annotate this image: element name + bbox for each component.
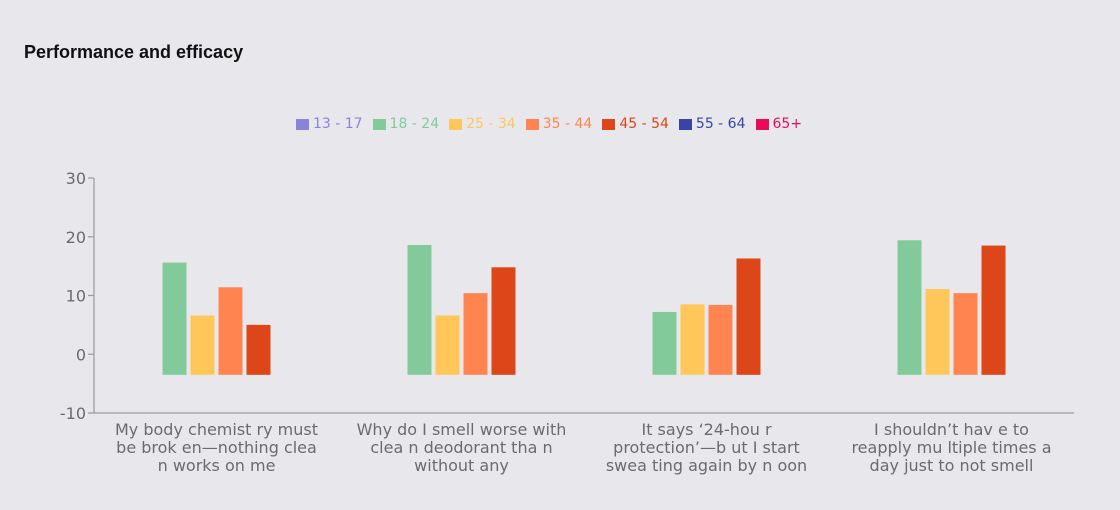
x-category-label: My body chemist ry must be brok en—nothin… (115, 420, 318, 475)
bar (246, 324, 271, 375)
y-tick-label: 10 (66, 287, 86, 306)
legend-label: 55 - 64 (695, 116, 746, 132)
bar (162, 262, 187, 375)
legend-item: 55 - 64 (678, 116, 746, 132)
legend-item: 45 - 54 (602, 116, 669, 132)
y-tick-label: 0 (76, 345, 86, 364)
bar (953, 293, 978, 375)
legend-label: 65+ (772, 116, 803, 132)
x-category-label: I shouldn’t hav e to reapply mu ltiple ti… (851, 420, 1051, 475)
x-category-label-line: swea ting again by n oon (606, 456, 807, 475)
legend-swatch (525, 118, 539, 130)
x-category-label-line: n works on me (158, 456, 276, 475)
y-tick-label: -10 (60, 404, 86, 423)
y-tick-label: 30 (66, 169, 86, 188)
bar (981, 245, 1006, 375)
legend-item: 25 - 34 (449, 116, 516, 132)
legend: 13 - 17 18 - 24 25 - 34 35 - 44 45 - 54 55 - … (0, 116, 1098, 132)
legend-item: 18 - 24 (372, 116, 440, 132)
x-category-label: Why do I smell worse with clea n deodoran… (357, 420, 567, 475)
bar (435, 315, 460, 375)
x-category-label-line: without any (414, 456, 509, 475)
bar (925, 289, 950, 375)
legend-swatch (372, 118, 386, 130)
legend-item: 65+ (755, 116, 803, 132)
bar (491, 267, 516, 375)
x-category-label-line: day just to not smell (870, 456, 1034, 475)
x-category-label-line: Why do I smell worse with (357, 420, 567, 439)
x-category-label-line: be brok en—nothing clea (116, 438, 317, 457)
legend-label: 25 - 34 (466, 116, 516, 132)
legend-swatch (295, 118, 309, 130)
legend-swatch (678, 118, 692, 130)
legend-label: 35 - 44 (542, 116, 593, 132)
bar (708, 304, 733, 375)
bar (463, 293, 488, 375)
legend-label: 45 - 54 (619, 116, 669, 132)
legend-label: 18 - 24 (389, 116, 440, 132)
legend-label: 13 - 17 (312, 116, 363, 132)
x-category-label-line: It says ‘24-hou r (641, 420, 771, 439)
x-category-label-line: I shouldn’t hav e to (874, 420, 1029, 439)
bar (652, 311, 677, 375)
legend-item: 13 - 17 (295, 116, 363, 132)
x-category-label-line: reapply mu ltiple times a (851, 438, 1051, 457)
bar (680, 304, 705, 375)
legend-item: 35 - 44 (525, 116, 593, 132)
x-category-label-line: My body chemist ry must (115, 420, 318, 439)
x-category-label: It says ‘24-hou r protection’—b ut I star… (606, 420, 807, 475)
x-category-label-line: clea n deodorant tha n (370, 438, 552, 457)
y-tick-label: 20 (66, 228, 86, 247)
bar (190, 315, 215, 375)
x-category-label-line: protection’—b ut I start (613, 438, 800, 457)
bar (407, 244, 432, 375)
bar (897, 240, 922, 375)
chart-title: Performance and efficacy (24, 42, 244, 62)
legend-swatch (755, 118, 769, 130)
bar (736, 258, 761, 375)
bar (218, 287, 243, 375)
legend-swatch (602, 118, 616, 130)
legend-swatch (449, 118, 463, 130)
